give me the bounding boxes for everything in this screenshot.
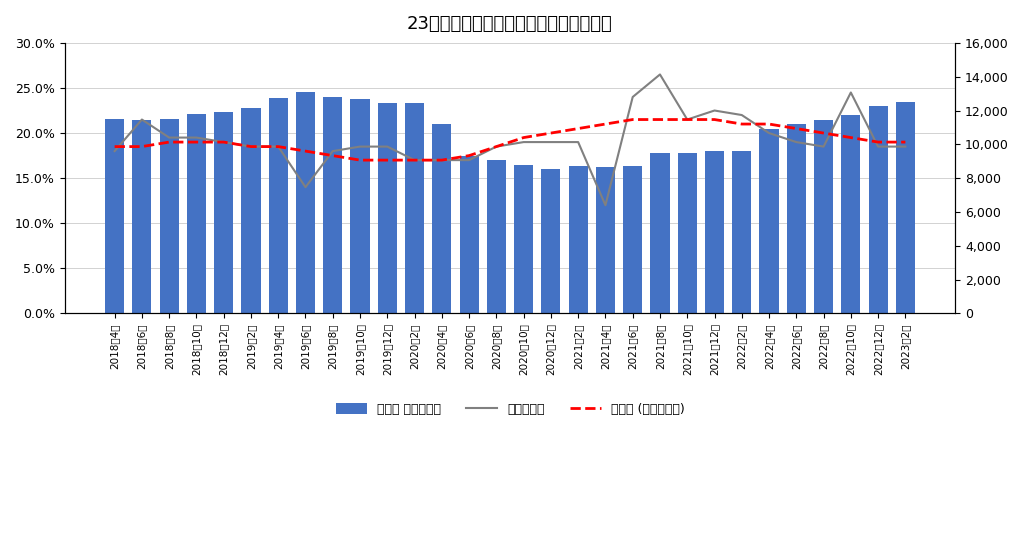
Bar (842, 115, 860, 313)
Bar (296, 92, 315, 313)
Bar (514, 165, 534, 313)
Bar (378, 103, 397, 313)
Bar (705, 151, 724, 313)
Bar (350, 99, 370, 313)
Bar (624, 166, 642, 313)
Bar (760, 129, 778, 313)
Bar (568, 166, 588, 313)
Bar (105, 119, 124, 313)
Bar (406, 103, 424, 313)
Bar (542, 169, 560, 313)
Bar (896, 102, 914, 313)
Bar (732, 151, 752, 313)
Bar (814, 119, 834, 313)
Bar (432, 124, 452, 313)
Bar (214, 112, 233, 313)
Bar (596, 167, 615, 313)
Bar (868, 106, 888, 313)
Bar (268, 98, 288, 313)
Bar (132, 120, 152, 313)
Title: 23区のマンションの在庫数と在庫回転率: 23区のマンションの在庫数と在庫回転率 (408, 15, 613, 33)
Bar (324, 97, 342, 313)
Bar (678, 153, 696, 313)
Bar (786, 124, 806, 313)
Bar (187, 114, 206, 313)
Bar (242, 108, 260, 313)
Bar (650, 153, 670, 313)
Bar (460, 156, 478, 313)
Legend: 在庫数 新規売出数, 在庫回転率, 多項式 (在庫回転率): 在庫数 新規売出数, 在庫回転率, 多項式 (在庫回転率) (331, 398, 689, 421)
Bar (486, 160, 506, 313)
Bar (160, 119, 179, 313)
